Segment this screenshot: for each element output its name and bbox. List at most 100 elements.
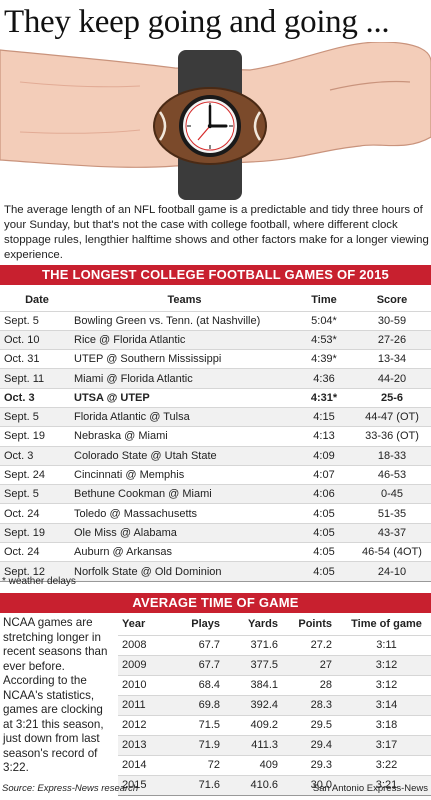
row-teams: UTSA @ UTEP bbox=[70, 387, 295, 408]
row-time-of-game: 3:11 bbox=[342, 634, 431, 655]
row-time: 4:07 bbox=[295, 464, 353, 485]
row-year: 2010 bbox=[118, 674, 168, 695]
row-points: 29.5 bbox=[286, 714, 342, 735]
row-year: 2014 bbox=[118, 754, 168, 775]
row-yards: 410.6 bbox=[228, 774, 286, 796]
row-time: 4:15 bbox=[295, 406, 353, 427]
row-time: 4:31* bbox=[295, 387, 353, 408]
table-row: Oct. 10 Rice @ Florida Atlantic 4:53* 27-26 bbox=[0, 329, 431, 350]
table-row: Sept. 12 Norfolk State @ Old Dominion 4:05… bbox=[0, 561, 431, 582]
row-teams: Auburn @ Arkansas bbox=[70, 542, 295, 562]
row-time: 5:04* bbox=[295, 310, 353, 331]
row-plays: 68.4 bbox=[168, 674, 228, 695]
row-yards: 377.5 bbox=[228, 654, 286, 675]
header-time: Time bbox=[311, 293, 337, 306]
table-row: Sept. 5 Bethune Cookman @ Miami 4:06 0-45 bbox=[0, 484, 431, 504]
row-year: 2013 bbox=[118, 734, 168, 755]
row-date: Oct. 3 bbox=[0, 387, 70, 408]
row-plays: 69.8 bbox=[168, 694, 228, 715]
row-date: Sept. 24 bbox=[0, 464, 70, 485]
row-teams: Florida Atlantic @ Tulsa bbox=[70, 406, 295, 427]
row-date: Sept. 11 bbox=[0, 368, 70, 389]
row-score: 30-59 bbox=[353, 310, 431, 331]
row-date: Oct. 31 bbox=[0, 349, 70, 369]
row-plays: 71.6 bbox=[168, 774, 228, 796]
table-row: Oct. 3 UTSA @ UTEP 4:31* 25-6 bbox=[0, 387, 431, 408]
row-yards: 409 bbox=[228, 754, 286, 775]
row-date: Sept. 5 bbox=[0, 484, 70, 504]
credit-line: San Antonio Express-News bbox=[312, 783, 428, 794]
average-side-text: NCAA games are stretching longer in rece… bbox=[3, 616, 108, 774]
row-points: 27.2 bbox=[286, 634, 342, 655]
table-row: 2009 67.7 377.5 27 3:12 bbox=[118, 654, 431, 675]
row-yards: 409.2 bbox=[228, 714, 286, 735]
row-time: 4:05 bbox=[295, 561, 353, 582]
row-date: Oct. 24 bbox=[0, 542, 70, 562]
row-yards: 384.1 bbox=[228, 674, 286, 695]
row-points: 27 bbox=[286, 654, 342, 675]
row-yards: 411.3 bbox=[228, 734, 286, 755]
row-points: 30.0 bbox=[286, 774, 342, 796]
table-row: 2013 71.9 411.3 29.4 3:17 bbox=[118, 734, 431, 755]
row-score: 27-26 bbox=[353, 329, 431, 350]
row-teams: Norfolk State @ Old Dominion bbox=[70, 561, 295, 582]
row-year: 2008 bbox=[118, 634, 168, 655]
header-score: Score bbox=[376, 293, 408, 306]
table-row: Oct. 24 Toledo @ Massachusetts 4:05 51-35 bbox=[0, 503, 431, 524]
table-row: Oct. 31 UTEP @ Southern Mississippi 4:39* 1… bbox=[0, 349, 431, 369]
row-score: 13-34 bbox=[353, 349, 431, 369]
row-plays: 72 bbox=[168, 754, 228, 775]
row-date: Sept. 19 bbox=[0, 522, 70, 543]
row-date: Oct. 10 bbox=[0, 329, 70, 350]
table-row: Oct. 3 Colorado State @ Utah State 4:09 18-… bbox=[0, 445, 431, 466]
row-time: 4:39* bbox=[295, 349, 353, 369]
row-score: 44-47 (OT) bbox=[353, 406, 431, 427]
table-row: Sept. 19 Nebraska @ Miami 4:13 33-36 (OT) bbox=[0, 426, 431, 447]
row-points: 29.3 bbox=[286, 754, 342, 775]
header-date: Date bbox=[25, 293, 49, 306]
row-score: 46-54 (4OT) bbox=[353, 542, 431, 562]
row-teams: Nebraska @ Miami bbox=[70, 426, 295, 447]
longest-games-title: The longest college football games of 20… bbox=[0, 265, 431, 285]
row-points: 28 bbox=[286, 674, 342, 695]
row-time: 4:13 bbox=[295, 426, 353, 447]
row-score: 18-33 bbox=[353, 445, 431, 466]
table-row: 2008 67.7 371.6 27.2 3:11 bbox=[118, 634, 431, 655]
table-row: Oct. 24 Auburn @ Arkansas 4:05 46-54 (4OT) bbox=[0, 542, 431, 562]
row-score: 24-10 bbox=[353, 561, 431, 582]
row-teams: UTEP @ Southern Mississippi bbox=[70, 349, 295, 369]
longest-games-table: Date Teams Time Score Sept. 5 Bowling Gre… bbox=[0, 289, 431, 582]
row-time: 4:05 bbox=[295, 542, 353, 562]
table-row: Sept. 19 Ole Miss @ Alabama 4:05 43-37 bbox=[0, 522, 431, 543]
wrist-watch-illustration bbox=[0, 42, 431, 200]
football-watch-icon bbox=[153, 87, 267, 165]
row-time: 4:36 bbox=[295, 368, 353, 389]
row-date: Sept. 12 bbox=[0, 561, 70, 582]
row-plays: 71.9 bbox=[168, 734, 228, 755]
second-hand bbox=[197, 125, 211, 141]
row-date: Sept. 5 bbox=[0, 406, 70, 427]
header-teams: Teams bbox=[167, 293, 202, 306]
row-teams: Miami @ Florida Atlantic bbox=[70, 368, 295, 389]
headline: They keep going and going ... bbox=[4, 4, 390, 40]
table-row: 2012 71.5 409.2 29.5 3:18 bbox=[118, 714, 431, 735]
intro-paragraph: The average length of an NFL football ga… bbox=[4, 204, 429, 261]
table-row: Sept. 11 Miami @ Florida Atlantic 4:36 44-2… bbox=[0, 368, 431, 389]
average-time-title: Average time of game bbox=[0, 593, 431, 613]
source-note: Source: Express-News research bbox=[2, 783, 139, 794]
table-row: Sept. 5 Bowling Green vs. Tenn. (at Nashv… bbox=[0, 310, 431, 331]
table-row: 2011 69.8 392.4 28.3 3:14 bbox=[118, 694, 431, 715]
row-date: Sept. 5 bbox=[0, 310, 70, 331]
row-year: 2012 bbox=[118, 714, 168, 735]
table-row: 2014 72 409 29.3 3:22 bbox=[118, 754, 431, 775]
row-time: 4:05 bbox=[295, 522, 353, 543]
row-teams: Bowling Green vs. Tenn. (at Nashville) bbox=[70, 310, 295, 331]
row-time-of-game: 3:22 bbox=[342, 754, 431, 775]
row-teams: Colorado State @ Utah State bbox=[70, 445, 295, 466]
row-score: 46-53 bbox=[353, 464, 431, 485]
row-yards: 371.6 bbox=[228, 634, 286, 655]
header-year: Year bbox=[122, 617, 146, 630]
header-points: Points bbox=[298, 617, 332, 630]
row-year: 2009 bbox=[118, 654, 168, 675]
table-row: 2015 71.6 410.6 30.0 3:21 bbox=[118, 774, 431, 796]
